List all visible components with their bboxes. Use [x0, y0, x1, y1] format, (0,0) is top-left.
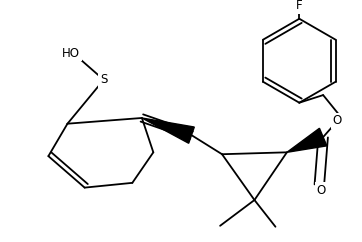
Text: O: O [317, 184, 326, 197]
Polygon shape [287, 128, 327, 152]
Polygon shape [142, 118, 194, 143]
Text: O: O [333, 114, 342, 127]
Text: F: F [296, 0, 303, 12]
Text: HO: HO [62, 47, 80, 60]
Text: S: S [100, 73, 108, 86]
